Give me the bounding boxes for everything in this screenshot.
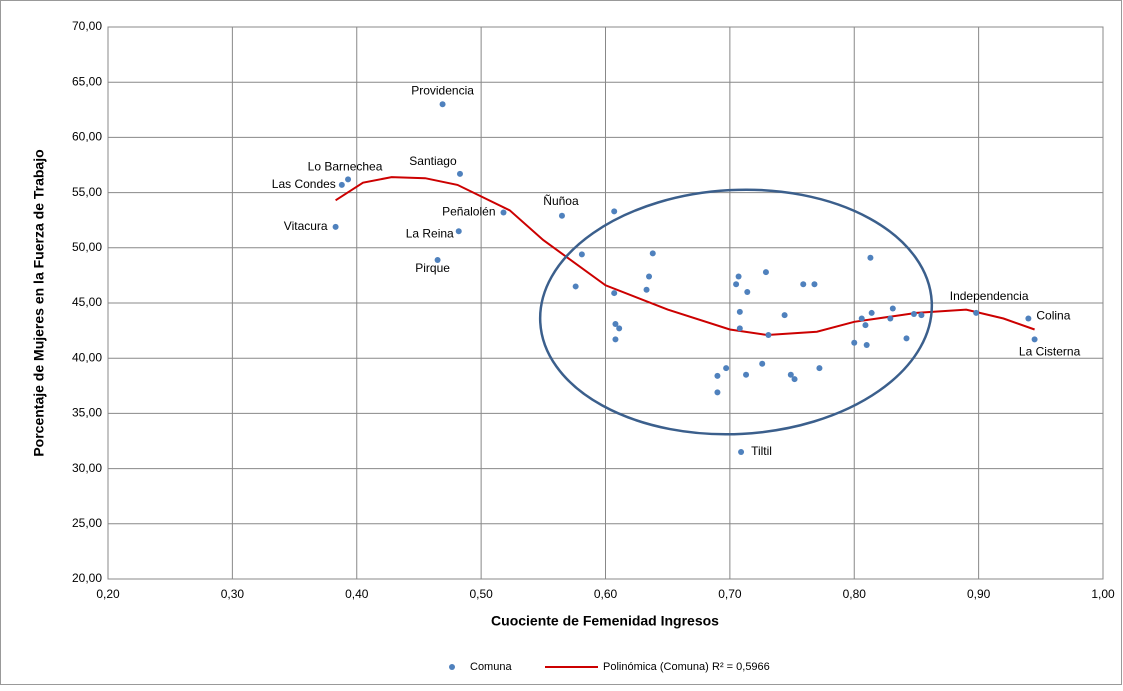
data-point: [816, 365, 823, 372]
y-tick-label: 65,00: [72, 74, 102, 88]
x-tick-label: 0,80: [843, 587, 867, 601]
data-point: [733, 281, 740, 288]
data-point: [1031, 336, 1038, 343]
x-tick-label: 0,70: [718, 587, 742, 601]
point-label: Tiltil: [751, 444, 772, 458]
data-point: [455, 228, 462, 235]
data-point: [345, 176, 352, 183]
point-label: Las Condes: [272, 177, 336, 191]
x-tick-label: 0,40: [345, 587, 369, 601]
y-tick-label: 30,00: [72, 461, 102, 475]
data-point: [918, 312, 925, 319]
data-point: [887, 315, 894, 322]
data-point: [616, 325, 623, 332]
data-point: [558, 212, 565, 219]
x-tick-label: 0,60: [594, 587, 618, 601]
data-point: [743, 371, 750, 378]
point-label: Lo Barnechea: [308, 160, 383, 174]
data-point: [714, 389, 721, 396]
data-point: [332, 223, 339, 230]
point-label: Pirque: [415, 261, 450, 275]
x-tick-label: 1,00: [1091, 587, 1115, 601]
data-point: [903, 335, 910, 342]
y-axis-title: Porcentaje de Mujeres en la Fuerza de Tr…: [31, 149, 47, 456]
point-label: Santiago: [409, 154, 457, 168]
x-tick-label: 0,30: [221, 587, 245, 601]
point-label: Peñalolén: [442, 205, 495, 219]
data-point: [714, 372, 721, 379]
legend-label: Polinómica (Comuna): [603, 661, 709, 673]
legend-label: Comuna: [470, 661, 512, 673]
data-point: [736, 308, 743, 315]
data-point: [611, 290, 618, 297]
point-label: Independencia: [950, 289, 1029, 303]
data-point: [456, 170, 463, 177]
data-point: [500, 209, 507, 216]
y-tick-label: 40,00: [72, 350, 102, 364]
data-point: [738, 449, 745, 456]
data-point: [868, 309, 875, 316]
data-point: [572, 283, 579, 290]
point-label: La Reina: [406, 226, 454, 240]
data-point: [759, 360, 766, 367]
point-label: Providencia: [411, 83, 474, 97]
y-tick-label: 25,00: [72, 516, 102, 530]
point-label: Ñuñoa: [543, 194, 579, 208]
data-point: [762, 269, 769, 276]
data-point: [800, 281, 807, 288]
data-point: [643, 286, 650, 293]
y-tick-label: 50,00: [72, 240, 102, 254]
data-point: [765, 332, 772, 339]
data-point: [338, 181, 345, 188]
data-point: [649, 250, 656, 257]
y-tick-label: 45,00: [72, 295, 102, 309]
x-tick-label: 0,90: [967, 587, 991, 601]
data-point: [811, 281, 818, 288]
trendline: [335, 176, 1035, 337]
data-point: [723, 365, 730, 372]
data-point: [787, 371, 794, 378]
data-point: [611, 208, 618, 215]
data-point: [578, 251, 585, 258]
data-point: [910, 311, 917, 318]
y-tick-label: 60,00: [72, 130, 102, 144]
data-point: [612, 336, 619, 343]
y-tick-label: 70,00: [72, 19, 102, 33]
plot-area: 20,00 25,00 30,00 35,00 40,00 45,00 50,00 55,00…: [72, 19, 1115, 673]
data-point: [735, 273, 742, 280]
plot-border: [107, 26, 1104, 580]
data-point: [744, 288, 751, 295]
data-point: [1025, 315, 1032, 322]
legend-r2: R² = 0,5966: [712, 661, 770, 673]
data-point: [867, 254, 874, 261]
data-point: [434, 256, 441, 263]
data-point: [646, 273, 653, 280]
data-point: [612, 320, 619, 327]
y-tick-label: 35,00: [72, 406, 102, 420]
y-tick-label: 55,00: [72, 185, 102, 199]
x-tick-label: 0,20: [96, 587, 120, 601]
data-point: [851, 339, 858, 346]
data-point: [862, 322, 869, 329]
legend-marker: [449, 664, 455, 670]
x-axis-title: Cuociente de Femenidad Ingresos: [491, 613, 719, 629]
data-point: [736, 325, 743, 332]
x-tick-label: 0,50: [469, 587, 493, 601]
data-point: [863, 341, 870, 348]
data-point: [858, 315, 865, 322]
point-label: La Cisterna: [1019, 345, 1081, 359]
data-point: [781, 312, 788, 319]
y-tick-label: 20,00: [72, 571, 102, 585]
data-point: [889, 305, 896, 312]
highlight-ellipse: [538, 188, 934, 436]
data-point: [973, 309, 980, 316]
data-point: [439, 101, 446, 108]
point-label: Vitacura: [284, 219, 328, 233]
data-point: [791, 376, 798, 383]
point-label: Colina: [1036, 309, 1070, 323]
